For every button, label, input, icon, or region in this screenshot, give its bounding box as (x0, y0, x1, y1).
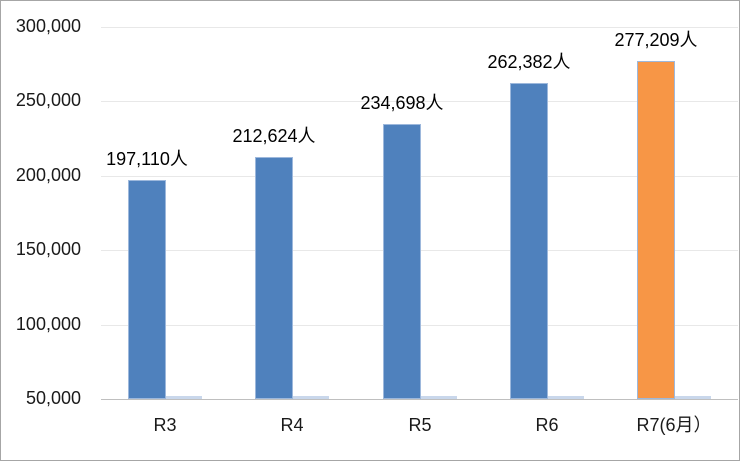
x-axis-category-label: R4 (280, 415, 304, 435)
bar-R7(6月） (637, 61, 675, 399)
secondary-bar-sliver (293, 396, 329, 399)
secondary-bar-sliver (166, 396, 202, 399)
bar-data-label: 234,698人 (360, 93, 444, 113)
x-axis-category-label: R3 (153, 415, 177, 435)
secondary-bar-sliver (421, 396, 457, 399)
y-axis-tick-label: 50,000 (25, 388, 81, 408)
bar-data-label: 197,110人 (106, 149, 188, 169)
y-axis-tick-label: 250,000 (15, 90, 81, 110)
bar-R4 (255, 157, 293, 399)
secondary-bar-sliver (548, 396, 584, 399)
x-axis-category-label: R6 (535, 415, 559, 435)
y-axis-tick-label: 100,000 (15, 314, 81, 334)
bar-R5 (383, 124, 421, 399)
bar-data-label: 212,624人 (232, 126, 316, 146)
bar-data-label: 277,209人 (614, 30, 698, 50)
x-axis-category-label: R5 (408, 415, 432, 435)
gridline-250000 (101, 101, 738, 102)
bar-R3 (128, 180, 166, 399)
bar-data-label: 262,382人 (487, 52, 571, 72)
bar-R6 (510, 83, 548, 399)
x-axis-line (101, 399, 738, 400)
y-axis-tick-label: 300,000 (15, 16, 81, 36)
y-axis-tick-label: 150,000 (15, 239, 81, 259)
secondary-bar-sliver (675, 396, 711, 399)
gridline-300000 (101, 27, 738, 28)
x-axis-category-label: R7(6月） (636, 415, 712, 435)
y-axis-tick-label: 200,000 (15, 165, 81, 185)
